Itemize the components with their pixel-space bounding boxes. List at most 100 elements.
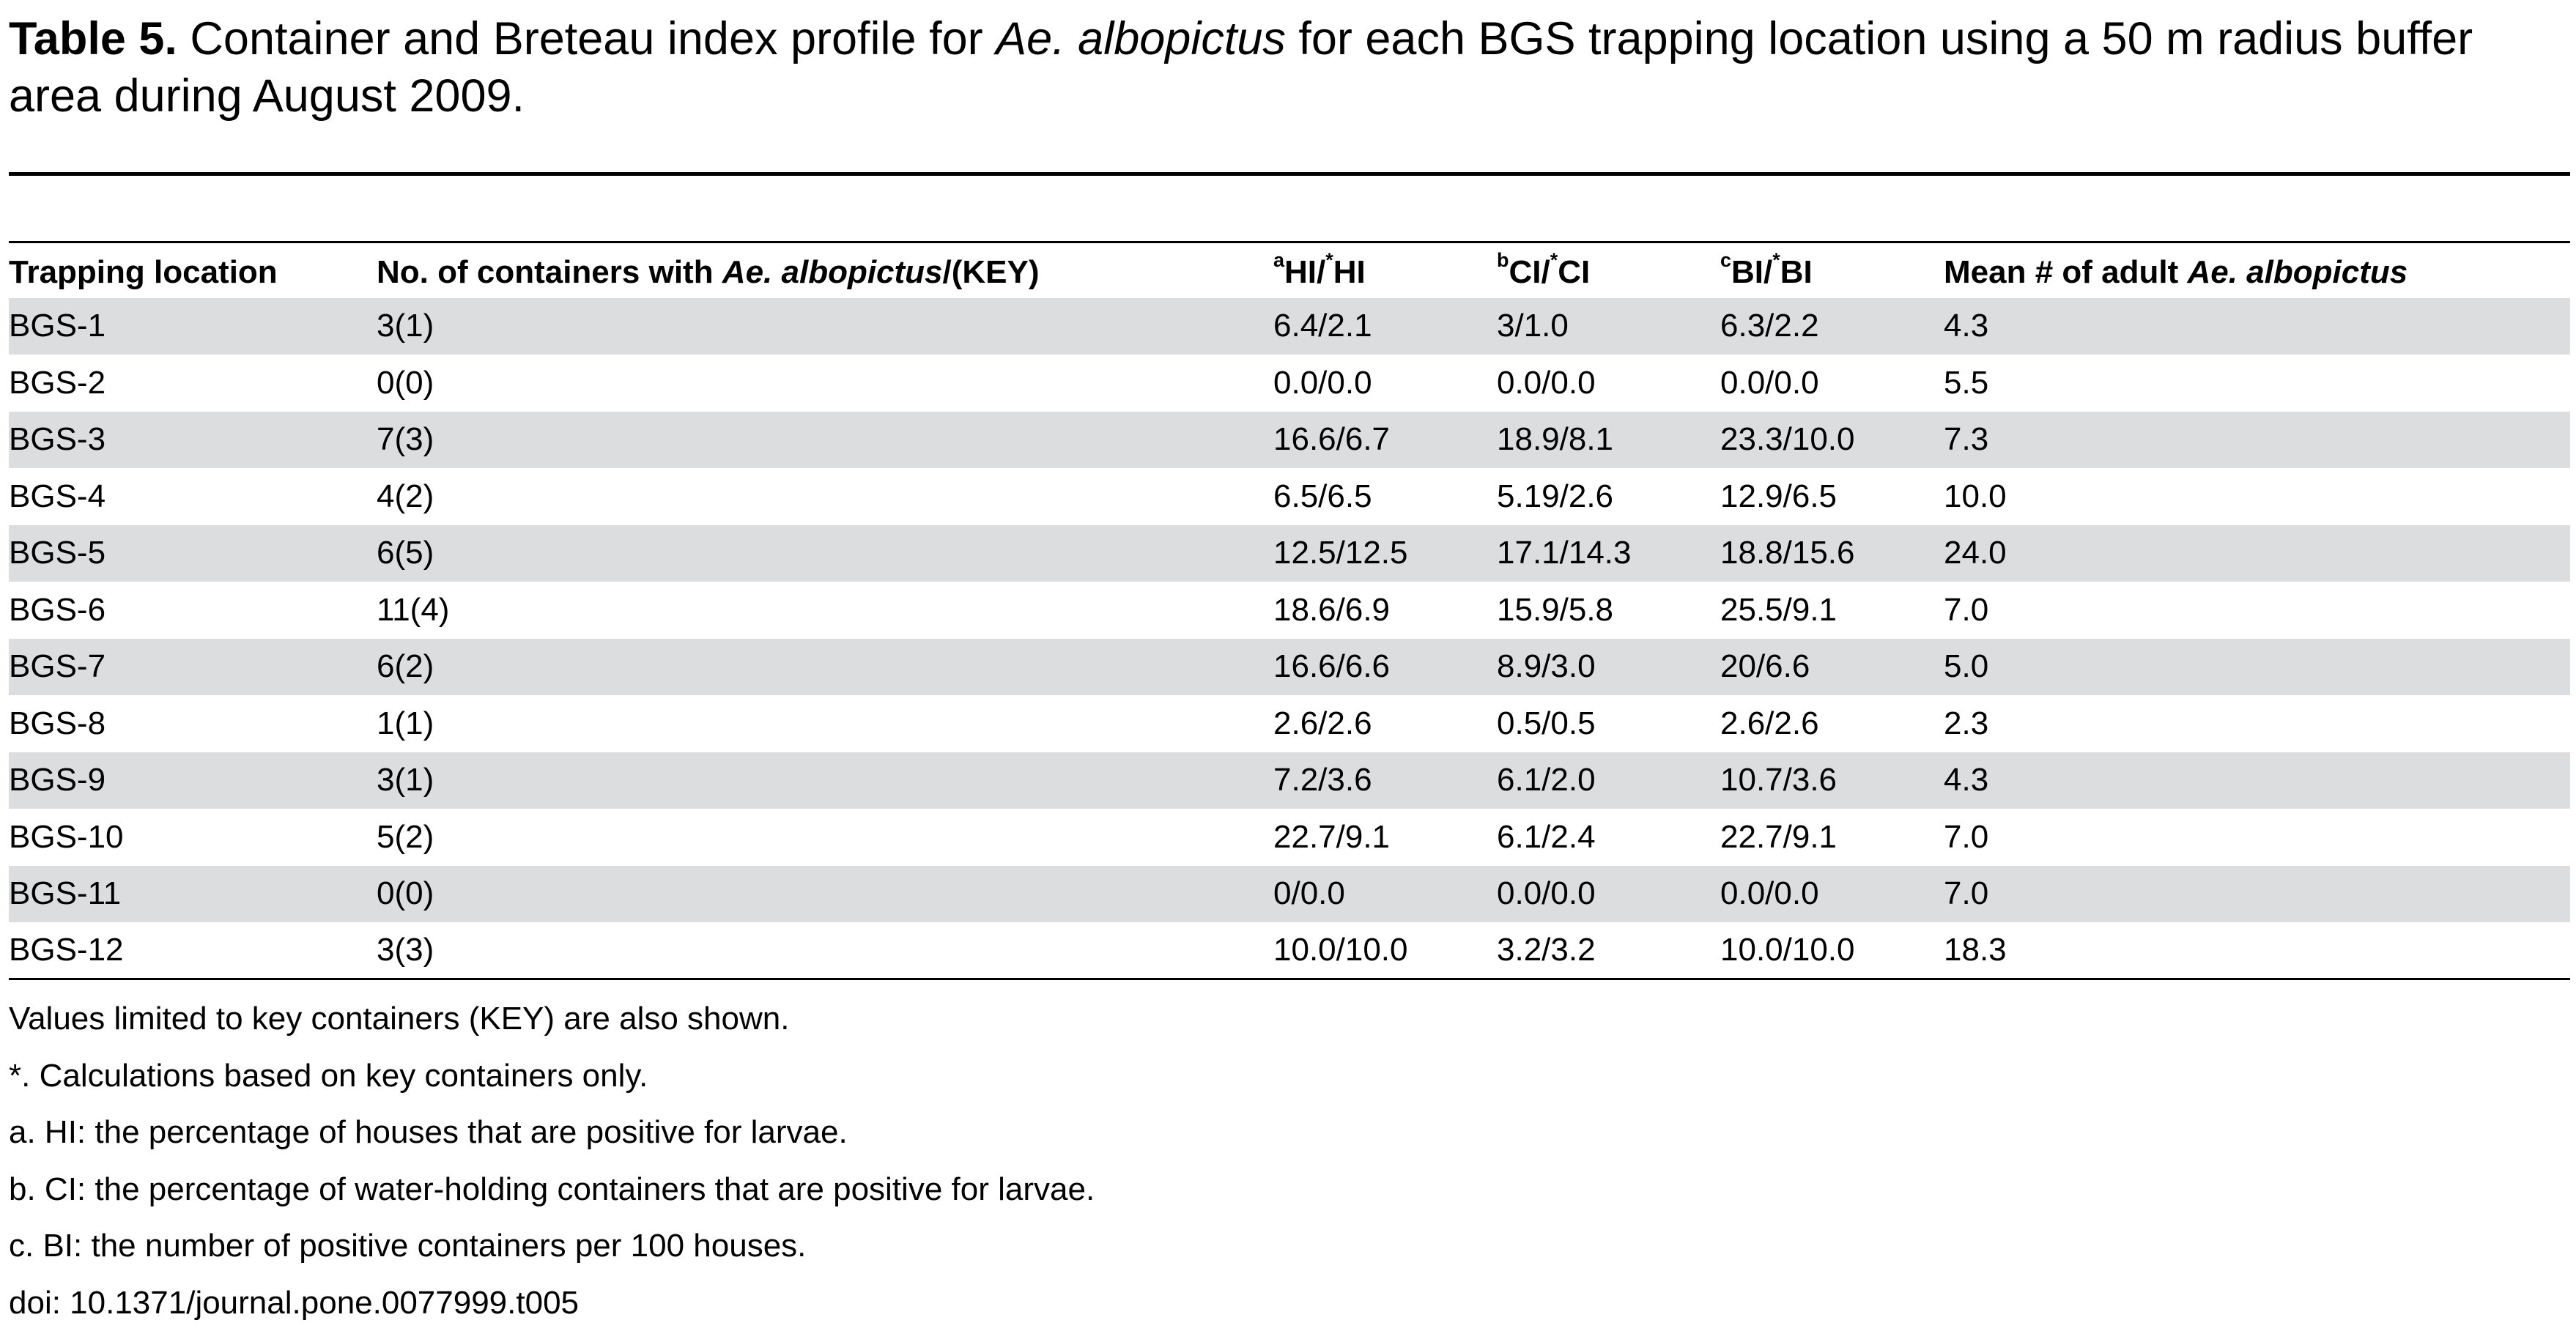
cell-mean: 7.0 [1944, 809, 2570, 866]
cell-location: BGS-2 [9, 355, 377, 412]
cell-ci: 3/1.0 [1497, 298, 1720, 355]
table-label: Table 5. [9, 13, 177, 64]
cell-hi: 10.0/10.0 [1273, 922, 1497, 979]
cell-mean: 18.3 [1944, 922, 2570, 979]
cell-hi: 0/0.0 [1273, 866, 1497, 923]
cell-containers: 6(5) [377, 525, 1273, 582]
footnote-hi-definition: a. HI: the percentage of houses that are… [9, 1104, 1095, 1161]
cell-mean: 4.3 [1944, 752, 2570, 809]
cell-mean: 2.3 [1944, 695, 2570, 752]
cell-bi: 2.6/2.6 [1720, 695, 1944, 752]
cell-containers: 0(0) [377, 355, 1273, 412]
cell-bi: 6.3/2.2 [1720, 298, 1944, 355]
header-mean-adult: Mean # of adult Ae. albopictus [1944, 242, 2570, 298]
cell-location: BGS-9 [9, 752, 377, 809]
cell-location: BGS-5 [9, 525, 377, 582]
caption-divider [9, 172, 2570, 176]
footnote-ci-definition: b. CI: the percentage of water-holding c… [9, 1161, 1095, 1218]
table-row: BGS-10 5(2) 22.7/9.1 6.1/2.4 22.7/9.1 7.… [9, 809, 2570, 866]
cell-bi: 10.7/3.6 [1720, 752, 1944, 809]
cell-bi: 22.7/9.1 [1720, 809, 1944, 866]
footnote-key-only: *. Calculations based on key containers … [9, 1048, 1095, 1105]
cell-bi: 0.0/0.0 [1720, 866, 1944, 923]
cell-bi: 23.3/10.0 [1720, 412, 1944, 469]
cell-ci: 5.19/2.6 [1497, 468, 1720, 525]
cell-ci: 0.0/0.0 [1497, 355, 1720, 412]
cell-mean: 5.0 [1944, 639, 2570, 696]
table-row: BGS-3 7(3) 16.6/6.7 18.9/8.1 23.3/10.0 7… [9, 412, 2570, 469]
footnote-key-values: Values limited to key containers (KEY) a… [9, 990, 1095, 1048]
cell-hi: 16.6/6.7 [1273, 412, 1497, 469]
cell-location: BGS-10 [9, 809, 377, 866]
table-header-row: Trapping location No. of containers with… [9, 242, 2570, 298]
table-row: BGS-11 0(0) 0/0.0 0.0/0.0 0.0/0.0 7.0 [9, 866, 2570, 923]
cell-hi: 22.7/9.1 [1273, 809, 1497, 866]
cell-hi: 0.0/0.0 [1273, 355, 1497, 412]
cell-bi: 20/6.6 [1720, 639, 1944, 696]
cell-ci: 15.9/5.8 [1497, 582, 1720, 639]
cell-mean: 24.0 [1944, 525, 2570, 582]
cell-containers: 4(2) [377, 468, 1273, 525]
header-ci: bCI/*CI [1497, 242, 1720, 298]
cell-mean: 7.0 [1944, 866, 2570, 923]
cell-ci: 6.1/2.0 [1497, 752, 1720, 809]
cell-bi: 12.9/6.5 [1720, 468, 1944, 525]
table-row: BGS-12 3(3) 10.0/10.0 3.2/3.2 10.0/10.0 … [9, 922, 2570, 979]
cell-location: BGS-11 [9, 866, 377, 923]
header-containers: No. of containers with Ae. albopictus/(K… [377, 242, 1273, 298]
cell-bi: 0.0/0.0 [1720, 355, 1944, 412]
data-table: Trapping location No. of containers with… [9, 241, 2570, 980]
doi-reference: doi: 10.1371/journal.pone.0077999.t005 [9, 1275, 1095, 1331]
table-row: BGS-5 6(5) 12.5/12.5 17.1/14.3 18.8/15.6… [9, 525, 2570, 582]
header-trapping-location: Trapping location [9, 242, 377, 298]
table-row: BGS-9 3(1) 7.2/3.6 6.1/2.0 10.7/3.6 4.3 [9, 752, 2570, 809]
cell-location: BGS-4 [9, 468, 377, 525]
cell-containers: 3(3) [377, 922, 1273, 979]
footnote-bi-definition: c. BI: the number of positive containers… [9, 1217, 1095, 1275]
cell-ci: 17.1/14.3 [1497, 525, 1720, 582]
cell-hi: 2.6/2.6 [1273, 695, 1497, 752]
cell-mean: 10.0 [1944, 468, 2570, 525]
caption-species: Ae. albopictus [996, 13, 1286, 64]
cell-location: BGS-7 [9, 639, 377, 696]
header-hi: aHI/*HI [1273, 242, 1497, 298]
cell-location: BGS-12 [9, 922, 377, 979]
cell-ci: 0.0/0.0 [1497, 866, 1720, 923]
cell-mean: 7.0 [1944, 582, 2570, 639]
cell-ci: 3.2/3.2 [1497, 922, 1720, 979]
cell-ci: 8.9/3.0 [1497, 639, 1720, 696]
cell-mean: 5.5 [1944, 355, 2570, 412]
table-row: BGS-7 6(2) 16.6/6.6 8.9/3.0 20/6.6 5.0 [9, 639, 2570, 696]
cell-containers: 11(4) [377, 582, 1273, 639]
table-row: BGS-8 1(1) 2.6/2.6 0.5/0.5 2.6/2.6 2.3 [9, 695, 2570, 752]
table-row: BGS-1 3(1) 6.4/2.1 3/1.0 6.3/2.2 4.3 [9, 298, 2570, 355]
table-row: BGS-4 4(2) 6.5/6.5 5.19/2.6 12.9/6.5 10.… [9, 468, 2570, 525]
cell-containers: 7(3) [377, 412, 1273, 469]
cell-hi: 6.4/2.1 [1273, 298, 1497, 355]
cell-hi: 6.5/6.5 [1273, 468, 1497, 525]
cell-containers: 5(2) [377, 809, 1273, 866]
cell-containers: 0(0) [377, 866, 1273, 923]
caption-text-before: Container and Breteau index profile for [177, 13, 996, 64]
cell-mean: 4.3 [1944, 298, 2570, 355]
table-footnotes: Values limited to key containers (KEY) a… [9, 990, 1095, 1331]
cell-bi: 25.5/9.1 [1720, 582, 1944, 639]
cell-bi: 18.8/15.6 [1720, 525, 1944, 582]
cell-ci: 6.1/2.4 [1497, 809, 1720, 866]
cell-ci: 18.9/8.1 [1497, 412, 1720, 469]
cell-hi: 18.6/6.9 [1273, 582, 1497, 639]
cell-containers: 3(1) [377, 298, 1273, 355]
cell-location: BGS-6 [9, 582, 377, 639]
cell-location: BGS-1 [9, 298, 377, 355]
cell-location: BGS-8 [9, 695, 377, 752]
cell-containers: 3(1) [377, 752, 1273, 809]
table-row: BGS-2 0(0) 0.0/0.0 0.0/0.0 0.0/0.0 5.5 [9, 355, 2570, 412]
cell-containers: 1(1) [377, 695, 1273, 752]
table-row: BGS-6 11(4) 18.6/6.9 15.9/5.8 25.5/9.1 7… [9, 582, 2570, 639]
cell-hi: 12.5/12.5 [1273, 525, 1497, 582]
table-caption: Table 5. Container and Breteau index pro… [9, 10, 2558, 125]
cell-bi: 10.0/10.0 [1720, 922, 1944, 979]
cell-ci: 0.5/0.5 [1497, 695, 1720, 752]
header-bi: cBI/*BI [1720, 242, 1944, 298]
cell-hi: 7.2/3.6 [1273, 752, 1497, 809]
